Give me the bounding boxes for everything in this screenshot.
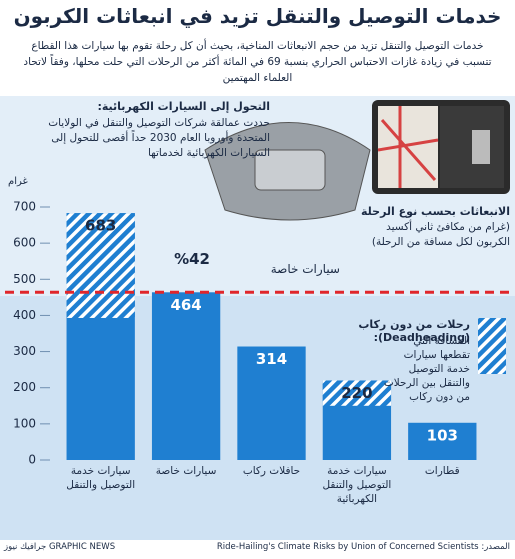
y-tick-label: 100 [13, 416, 36, 430]
credit: GRAPHIC NEWS جرافيك نيوز [4, 542, 116, 552]
y-tick-label: 400 [13, 308, 36, 322]
y-tick-label: 500 [13, 272, 36, 286]
bar [408, 422, 477, 460]
annotation: %42 [174, 250, 210, 268]
deadheading-segment [66, 213, 135, 318]
legend-description: المسافة التي تقطعها سيارات خدمة التوصيل … [383, 335, 470, 403]
bar [237, 346, 306, 460]
value-label: 103 [427, 426, 458, 444]
axis-heading: الانبعاثات بحسب نوع الرحلة [361, 205, 510, 218]
legend-swatch [478, 318, 506, 374]
title: خدمات التوصيل والتنقل تزيد في انبعاثات ا… [13, 4, 502, 28]
value-label: 683 [85, 217, 116, 235]
y-tick-label: 200 [13, 380, 36, 394]
value-label: 220 [341, 384, 372, 402]
y-tick-label: 0 [28, 453, 36, 467]
value-label: 314 [256, 350, 287, 368]
subtitle: خدمات التوصيل والتنقل تزيد من حجم الانبع… [23, 40, 492, 84]
bar [151, 292, 221, 460]
y-tick-label: 600 [13, 236, 36, 250]
x-tick-label: سيارات خدمة التوصيل والتنقل [66, 465, 136, 491]
y-unit: غرام [8, 176, 28, 187]
x-tick-label: سيارات خدمة التوصيل والتنقل الكهربائية [322, 465, 392, 505]
y-tick-label: 700 [13, 200, 36, 214]
y-tick-label: 300 [13, 344, 36, 358]
reference-label: سيارات خاصة [270, 262, 340, 276]
x-tick-label: حافلات ركاب [242, 465, 301, 477]
deadheading-segment [322, 380, 392, 406]
illustration [204, 100, 510, 221]
ev-text: حددت عمالقة شركات التوصيل والتنقل في الو… [48, 117, 270, 159]
axis-text: (غرام من مكافئ ثاني أكسيد الكربون لكل مس… [371, 221, 510, 248]
x-tick-label: قطارات [424, 465, 460, 477]
source: المصدر: Ride-Hailing's Climate Risks by … [216, 542, 510, 552]
ev-heading: التحول إلى السيارات الكهربائية: [97, 100, 270, 113]
x-tick-label: سيارات خاصة [155, 465, 217, 477]
value-label: 464 [170, 296, 201, 314]
legend-label: رحلات من دون ركاب (Deadheading): [358, 318, 470, 344]
